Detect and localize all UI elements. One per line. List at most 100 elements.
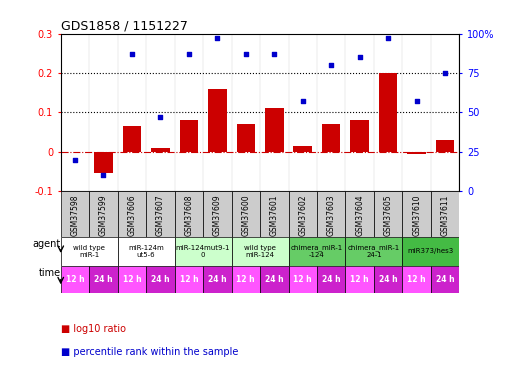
- Text: 12 h: 12 h: [351, 275, 369, 284]
- Bar: [175, 191, 203, 237]
- Text: miR-124m
ut5-6: miR-124m ut5-6: [128, 245, 164, 258]
- Bar: [379, 73, 398, 152]
- Bar: [94, 152, 112, 173]
- Text: 24 h: 24 h: [151, 275, 169, 284]
- Bar: [345, 266, 374, 292]
- Bar: [288, 266, 317, 292]
- Bar: [151, 148, 169, 152]
- Text: GSM37598: GSM37598: [70, 195, 79, 236]
- Bar: [288, 237, 345, 266]
- Bar: [317, 191, 345, 237]
- Bar: [175, 266, 203, 292]
- Bar: [122, 126, 141, 152]
- Bar: [208, 89, 227, 152]
- Text: GSM37606: GSM37606: [127, 195, 136, 236]
- Point: [298, 98, 307, 104]
- Bar: [265, 108, 284, 152]
- Bar: [317, 266, 345, 292]
- Bar: [402, 266, 431, 292]
- Bar: [146, 191, 175, 237]
- Text: GSM37603: GSM37603: [327, 195, 336, 236]
- Bar: [431, 191, 459, 237]
- Point: [213, 36, 222, 42]
- Text: GSM37602: GSM37602: [298, 195, 307, 236]
- Text: 12 h: 12 h: [122, 275, 141, 284]
- Text: ■ log10 ratio: ■ log10 ratio: [61, 324, 126, 334]
- Bar: [89, 191, 118, 237]
- Bar: [402, 191, 431, 237]
- Bar: [61, 237, 118, 266]
- Text: GSM37605: GSM37605: [384, 195, 393, 236]
- Text: 12 h: 12 h: [180, 275, 198, 284]
- Text: GDS1858 / 1151227: GDS1858 / 1151227: [61, 20, 187, 33]
- Text: chimera_miR-1
-124: chimera_miR-1 -124: [291, 244, 343, 258]
- Text: miR373/hes3: miR373/hes3: [408, 248, 454, 254]
- Text: GSM37599: GSM37599: [99, 195, 108, 236]
- Text: GSM37601: GSM37601: [270, 195, 279, 236]
- Bar: [431, 266, 459, 292]
- Text: 12 h: 12 h: [65, 275, 84, 284]
- Bar: [345, 237, 402, 266]
- Text: agent: agent: [32, 239, 61, 249]
- Text: 24 h: 24 h: [436, 275, 455, 284]
- Bar: [203, 191, 232, 237]
- Text: 24 h: 24 h: [322, 275, 341, 284]
- Point: [185, 51, 193, 57]
- Point: [128, 51, 136, 57]
- Text: 12 h: 12 h: [237, 275, 255, 284]
- Bar: [232, 237, 288, 266]
- Point: [156, 114, 165, 120]
- Point: [242, 51, 250, 57]
- Bar: [118, 237, 175, 266]
- Bar: [374, 266, 402, 292]
- Point: [384, 36, 392, 42]
- Text: GSM37608: GSM37608: [184, 195, 193, 236]
- Bar: [345, 191, 374, 237]
- Bar: [61, 266, 89, 292]
- Bar: [436, 140, 455, 152]
- Text: 12 h: 12 h: [294, 275, 312, 284]
- Bar: [118, 266, 146, 292]
- Text: GSM37600: GSM37600: [241, 195, 250, 236]
- Bar: [322, 124, 341, 152]
- Bar: [408, 152, 426, 154]
- Point: [355, 54, 364, 60]
- Text: 24 h: 24 h: [379, 275, 398, 284]
- Bar: [203, 266, 232, 292]
- Bar: [118, 191, 146, 237]
- Bar: [232, 266, 260, 292]
- Bar: [260, 191, 288, 237]
- Bar: [351, 120, 369, 152]
- Text: GSM37611: GSM37611: [441, 195, 450, 236]
- Bar: [89, 266, 118, 292]
- Text: GSM37604: GSM37604: [355, 195, 364, 236]
- Text: time: time: [39, 268, 61, 278]
- Bar: [175, 237, 232, 266]
- Bar: [237, 124, 255, 152]
- Bar: [232, 191, 260, 237]
- Text: wild type
miR-1: wild type miR-1: [73, 245, 105, 258]
- Text: 24 h: 24 h: [208, 275, 227, 284]
- Text: 12 h: 12 h: [407, 275, 426, 284]
- Text: wild type
miR-124: wild type miR-124: [244, 245, 276, 258]
- Bar: [294, 146, 312, 152]
- Text: GSM37610: GSM37610: [412, 195, 421, 236]
- Bar: [402, 237, 459, 266]
- Bar: [374, 191, 402, 237]
- Bar: [146, 266, 175, 292]
- Point: [327, 62, 335, 68]
- Point: [412, 98, 421, 104]
- Text: 24 h: 24 h: [265, 275, 284, 284]
- Bar: [260, 266, 288, 292]
- Point: [99, 172, 108, 178]
- Bar: [180, 120, 198, 152]
- Point: [71, 157, 79, 163]
- Text: GSM37609: GSM37609: [213, 195, 222, 236]
- Point: [441, 70, 449, 76]
- Text: GSM37607: GSM37607: [156, 195, 165, 236]
- Text: ■ percentile rank within the sample: ■ percentile rank within the sample: [61, 347, 238, 357]
- Point: [270, 51, 278, 57]
- Bar: [288, 191, 317, 237]
- Text: miR-124mut9-1
0: miR-124mut9-1 0: [176, 245, 230, 258]
- Text: chimera_miR-1
24-1: chimera_miR-1 24-1: [348, 244, 400, 258]
